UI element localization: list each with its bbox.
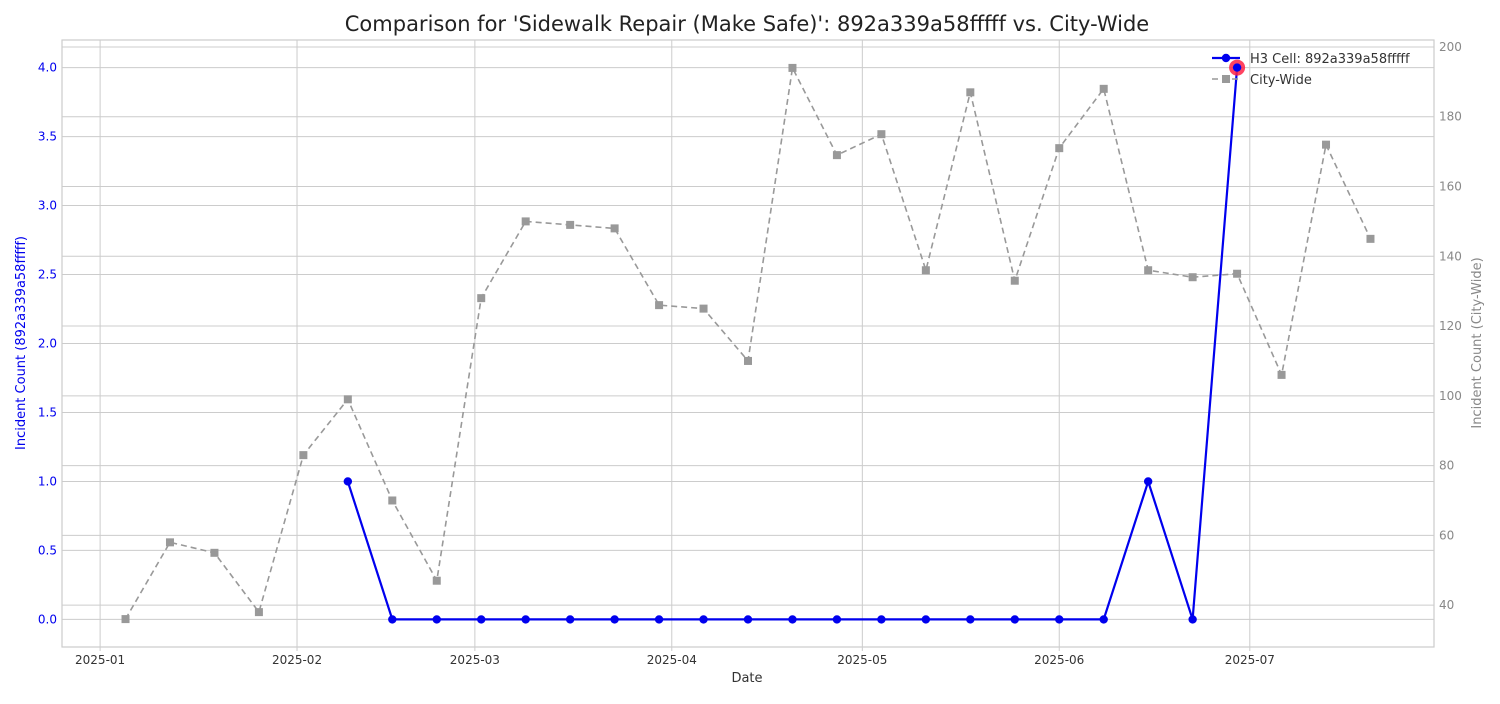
data-point bbox=[788, 615, 797, 624]
data-point bbox=[610, 224, 619, 233]
left-y-tick-label: 0.0 bbox=[38, 612, 57, 626]
data-point bbox=[832, 615, 842, 624]
legend-label: City-Wide bbox=[1250, 73, 1312, 88]
x-axis-ticks: 2025-01 2025-02 2025-03 2025-04 2025-05 2025-… bbox=[75, 647, 1275, 667]
data-point bbox=[566, 220, 575, 229]
data-point bbox=[610, 615, 619, 624]
x-tick-label: 2025-04 bbox=[647, 653, 697, 667]
right-y-tick-label: 100 bbox=[1439, 389, 1462, 403]
data-point bbox=[565, 615, 575, 624]
data-point bbox=[477, 294, 486, 303]
data-point bbox=[1143, 477, 1153, 486]
data-point bbox=[388, 496, 397, 505]
data-point bbox=[699, 304, 708, 313]
right-y-axis-label: Incident Count (City-Wide) bbox=[1470, 257, 1485, 428]
data-point bbox=[432, 576, 441, 585]
data-point bbox=[832, 151, 841, 160]
left-y-tick-label: 3.0 bbox=[38, 199, 57, 213]
left-y-tick-label: 1.5 bbox=[38, 405, 57, 419]
data-point bbox=[966, 615, 975, 624]
data-point bbox=[1366, 234, 1375, 243]
data-point bbox=[1099, 84, 1108, 93]
data-point bbox=[521, 615, 530, 624]
data-point bbox=[966, 88, 975, 97]
right-y-tick-label: 40 bbox=[1439, 598, 1454, 612]
data-point bbox=[877, 615, 886, 624]
data-point bbox=[343, 395, 352, 404]
data-point bbox=[921, 266, 930, 275]
x-tick-label: 2025-05 bbox=[837, 653, 887, 667]
left-y-tick-label: 2.5 bbox=[38, 268, 57, 282]
x-tick-label: 2025-06 bbox=[1034, 653, 1084, 667]
data-point bbox=[1055, 144, 1064, 153]
data-point bbox=[1010, 276, 1019, 285]
data-point bbox=[521, 217, 530, 226]
data-point bbox=[921, 615, 931, 624]
data-point bbox=[121, 615, 130, 624]
legend-marker bbox=[1221, 53, 1231, 63]
series-city-wide bbox=[121, 63, 1375, 624]
legend-item: City-Wide bbox=[1212, 73, 1312, 88]
right-y-axis-ticks: 40 60 80 100 120 140 160 180 200 bbox=[1439, 40, 1462, 612]
series-h3-cell bbox=[343, 59, 1246, 624]
data-point bbox=[1010, 615, 1019, 624]
right-y-tick-label: 200 bbox=[1439, 40, 1462, 54]
left-y-axis-label: Incident Count (892a339a58fffff) bbox=[14, 236, 29, 450]
right-y-tick-label: 180 bbox=[1439, 110, 1462, 124]
left-y-tick-label: 3.5 bbox=[38, 130, 57, 144]
right-y-tick-label: 60 bbox=[1439, 528, 1454, 542]
data-point bbox=[1233, 269, 1242, 278]
right-y-tick-label: 120 bbox=[1439, 319, 1462, 333]
data-point bbox=[1232, 63, 1242, 72]
left-y-axis-ticks: 0.0 0.5 1.0 1.5 2.0 2.5 3.0 3.5 4.0 bbox=[38, 61, 57, 627]
data-point bbox=[210, 548, 219, 557]
x-tick-label: 2025-01 bbox=[75, 653, 125, 667]
data-point bbox=[1277, 370, 1286, 379]
data-point bbox=[655, 301, 664, 310]
data-point bbox=[699, 615, 708, 624]
data-point bbox=[254, 608, 263, 617]
data-point bbox=[1144, 266, 1153, 275]
left-y-tick-label: 2.0 bbox=[38, 337, 57, 351]
legend-label: H3 Cell: 892a339a58fffff bbox=[1250, 52, 1410, 67]
data-point bbox=[1099, 615, 1108, 624]
data-point bbox=[165, 538, 174, 547]
legend: H3 Cell: 892a339a58fffff City-Wide bbox=[1212, 52, 1410, 88]
data-point bbox=[788, 63, 797, 72]
left-y-tick-label: 1.0 bbox=[38, 474, 57, 488]
data-point bbox=[1188, 615, 1197, 624]
left-y-tick-label: 0.5 bbox=[38, 543, 57, 557]
x-axis-label: Date bbox=[731, 671, 762, 686]
data-point bbox=[388, 615, 397, 624]
data-point bbox=[877, 130, 886, 139]
right-y-tick-label: 140 bbox=[1439, 249, 1462, 263]
data-point bbox=[1188, 273, 1197, 282]
series-layer bbox=[121, 59, 1375, 624]
data-point bbox=[1322, 140, 1331, 149]
left-y-tick-label: 4.0 bbox=[38, 61, 57, 75]
x-tick-label: 2025-02 bbox=[272, 653, 322, 667]
legend-item: H3 Cell: 892a339a58fffff bbox=[1212, 52, 1410, 67]
data-point bbox=[744, 356, 752, 365]
data-point bbox=[743, 615, 753, 624]
x-tick-label: 2025-03 bbox=[450, 653, 500, 667]
x-tick-label: 2025-07 bbox=[1225, 653, 1275, 667]
plot-frame bbox=[61, 39, 1435, 648]
data-point bbox=[432, 615, 441, 624]
data-point bbox=[299, 451, 308, 460]
data-point bbox=[654, 615, 664, 624]
data-point bbox=[1055, 615, 1064, 624]
data-point bbox=[477, 615, 486, 624]
right-y-tick-label: 80 bbox=[1439, 459, 1454, 473]
data-point bbox=[343, 477, 353, 486]
right-y-tick-label: 160 bbox=[1439, 180, 1462, 194]
chart-title: Comparison for 'Sidewalk Repair (Make Sa… bbox=[345, 12, 1149, 36]
legend-marker bbox=[1222, 75, 1230, 83]
